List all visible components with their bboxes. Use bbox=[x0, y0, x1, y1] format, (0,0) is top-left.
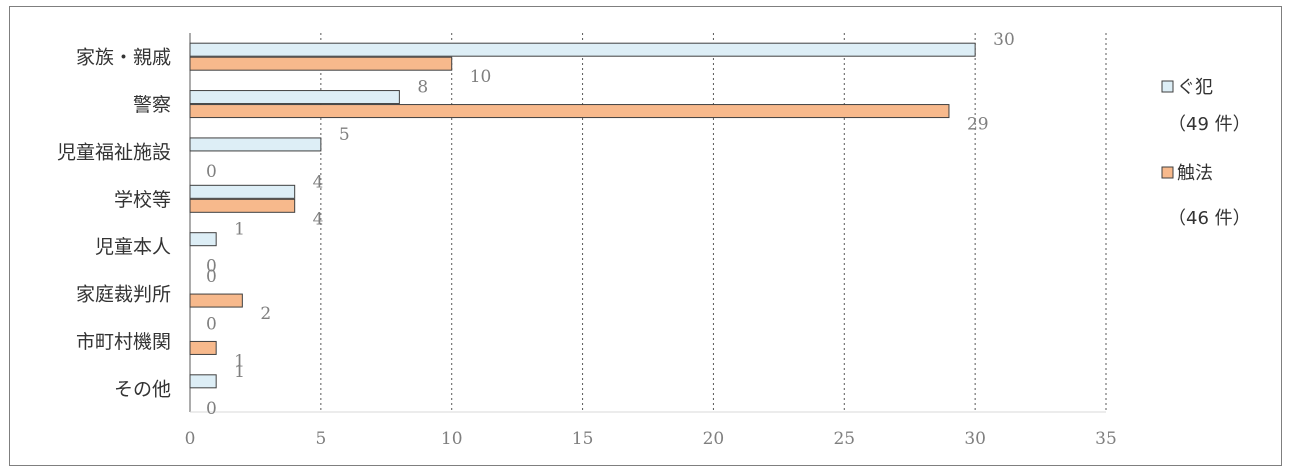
x-tick-label: 10 bbox=[441, 429, 463, 449]
legend-count: （49 件） bbox=[1168, 114, 1251, 135]
legend-swatch bbox=[1161, 80, 1174, 93]
legend-swatch bbox=[1161, 166, 1174, 179]
category-label: 家庭裁判所 bbox=[76, 284, 171, 306]
data-label: 10 bbox=[470, 67, 492, 87]
bar-series1 bbox=[189, 90, 400, 105]
category-label: その他 bbox=[114, 378, 171, 400]
x-tick-labels: 0 5 10 15 20 25 30 35 bbox=[185, 429, 1117, 449]
x-tick-label: 15 bbox=[572, 429, 594, 449]
bar-series1 bbox=[189, 137, 322, 152]
data-label: 0 bbox=[206, 267, 217, 287]
bar-series1 bbox=[189, 184, 296, 199]
bar-series1 bbox=[189, 42, 976, 57]
bar-series2 bbox=[189, 340, 217, 355]
bar-series2 bbox=[189, 198, 296, 213]
data-label: 1 bbox=[234, 362, 245, 382]
data-label: 4 bbox=[313, 172, 324, 192]
bar-series2 bbox=[189, 56, 453, 71]
data-label: 1 bbox=[234, 351, 245, 371]
bars bbox=[189, 42, 976, 389]
legend-label: ぐ犯 bbox=[1177, 77, 1213, 98]
legend-count: （46 件） bbox=[1168, 208, 1251, 229]
category-label: 児童福祉施設 bbox=[57, 141, 171, 163]
data-label: 30 bbox=[993, 30, 1015, 50]
data-label: 0 bbox=[206, 399, 217, 419]
data-label: 5 bbox=[339, 125, 350, 145]
x-tick-label: 20 bbox=[703, 429, 725, 449]
bar-series2 bbox=[189, 293, 243, 308]
x-tick-label: 5 bbox=[315, 429, 326, 449]
data-label: 2 bbox=[260, 304, 271, 324]
data-label: 1 bbox=[234, 220, 245, 240]
axes bbox=[189, 33, 1106, 413]
data-label: 0 bbox=[206, 314, 217, 334]
data-label: 0 bbox=[206, 257, 217, 277]
category-label: 警察 bbox=[133, 94, 171, 116]
category-label: 家族・親戚 bbox=[76, 47, 171, 69]
category-label: 学校等 bbox=[114, 189, 171, 211]
bar-series1 bbox=[189, 232, 217, 247]
x-tick-label: 25 bbox=[833, 429, 855, 449]
x-tick-label: 0 bbox=[185, 429, 196, 449]
data-label: 29 bbox=[967, 115, 989, 135]
category-label: 市町村機関 bbox=[76, 331, 171, 353]
bar-series1 bbox=[189, 374, 217, 389]
data-label: 0 bbox=[206, 162, 217, 182]
x-tick-label: 30 bbox=[964, 429, 986, 449]
legend-label: 触法 bbox=[1177, 163, 1213, 184]
data-label: 8 bbox=[417, 78, 428, 98]
bar-series2 bbox=[189, 104, 950, 119]
category-label: 児童本人 bbox=[95, 236, 171, 258]
data-label: 4 bbox=[313, 209, 324, 229]
chart-frame bbox=[9, 6, 1282, 466]
x-tick-label: 35 bbox=[1095, 429, 1117, 449]
grid-lines bbox=[320, 33, 1107, 412]
legend: ぐ犯 （49 件） 触法 （46 件） bbox=[1161, 77, 1251, 229]
